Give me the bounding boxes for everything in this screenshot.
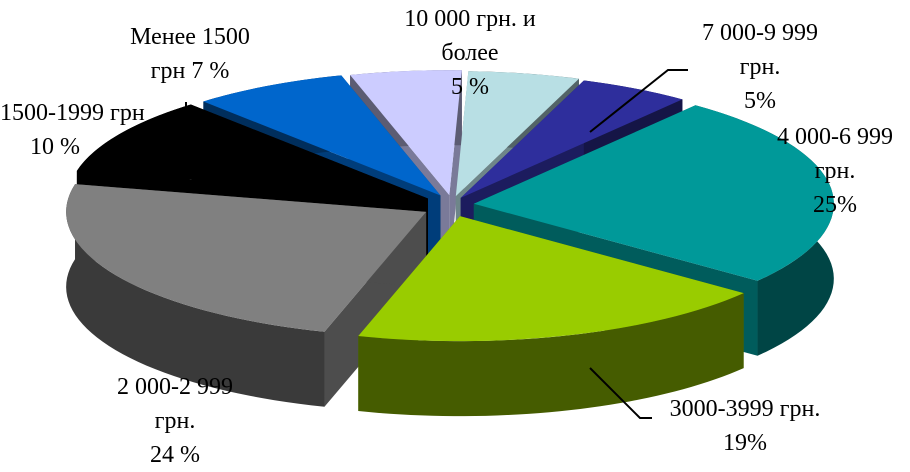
- pie-slice-top-7: [350, 70, 462, 196]
- leader-line-1500-1999: [185, 102, 243, 139]
- slice-label-4000-6999: 4 000-6 999 грн. 25%: [777, 124, 893, 218]
- pie-slice-rim-4: [66, 184, 325, 407]
- pie-slice-top-5: [76, 104, 428, 199]
- slice-label-3000-3999: 3000-3999 грн. 19%: [669, 396, 821, 456]
- pie-slice-top-0: [455, 71, 579, 197]
- slice-label-1500-1999: 1500-1999 грн 10 %: [0, 100, 145, 160]
- leader-line-7000-9999: [589, 69, 688, 133]
- pie-slice-rim-3: [358, 293, 744, 417]
- pie-slice-top-6: [203, 75, 441, 196]
- pie-slice-top-2: [473, 105, 834, 281]
- pie-slice-3: [358, 216, 744, 417]
- slice-label-10000-plus: 10 000 грн. и более 5 %: [404, 6, 536, 100]
- leader-line-3000-3999: [589, 367, 652, 419]
- slice-label-7000-9999: 7 000-9 999 грн. 5%: [702, 20, 818, 114]
- pie-slice-top-4: [66, 184, 427, 332]
- pie-slice-top-1: [460, 80, 683, 198]
- slice-label-2000-2999: 2 000-2 999 грн. 24 %: [117, 374, 233, 468]
- slice-label-under-1500: Менее 1500 грн 7 %: [130, 24, 250, 84]
- pie-slice-4: [66, 184, 427, 407]
- pie-slice-top-3: [358, 216, 744, 342]
